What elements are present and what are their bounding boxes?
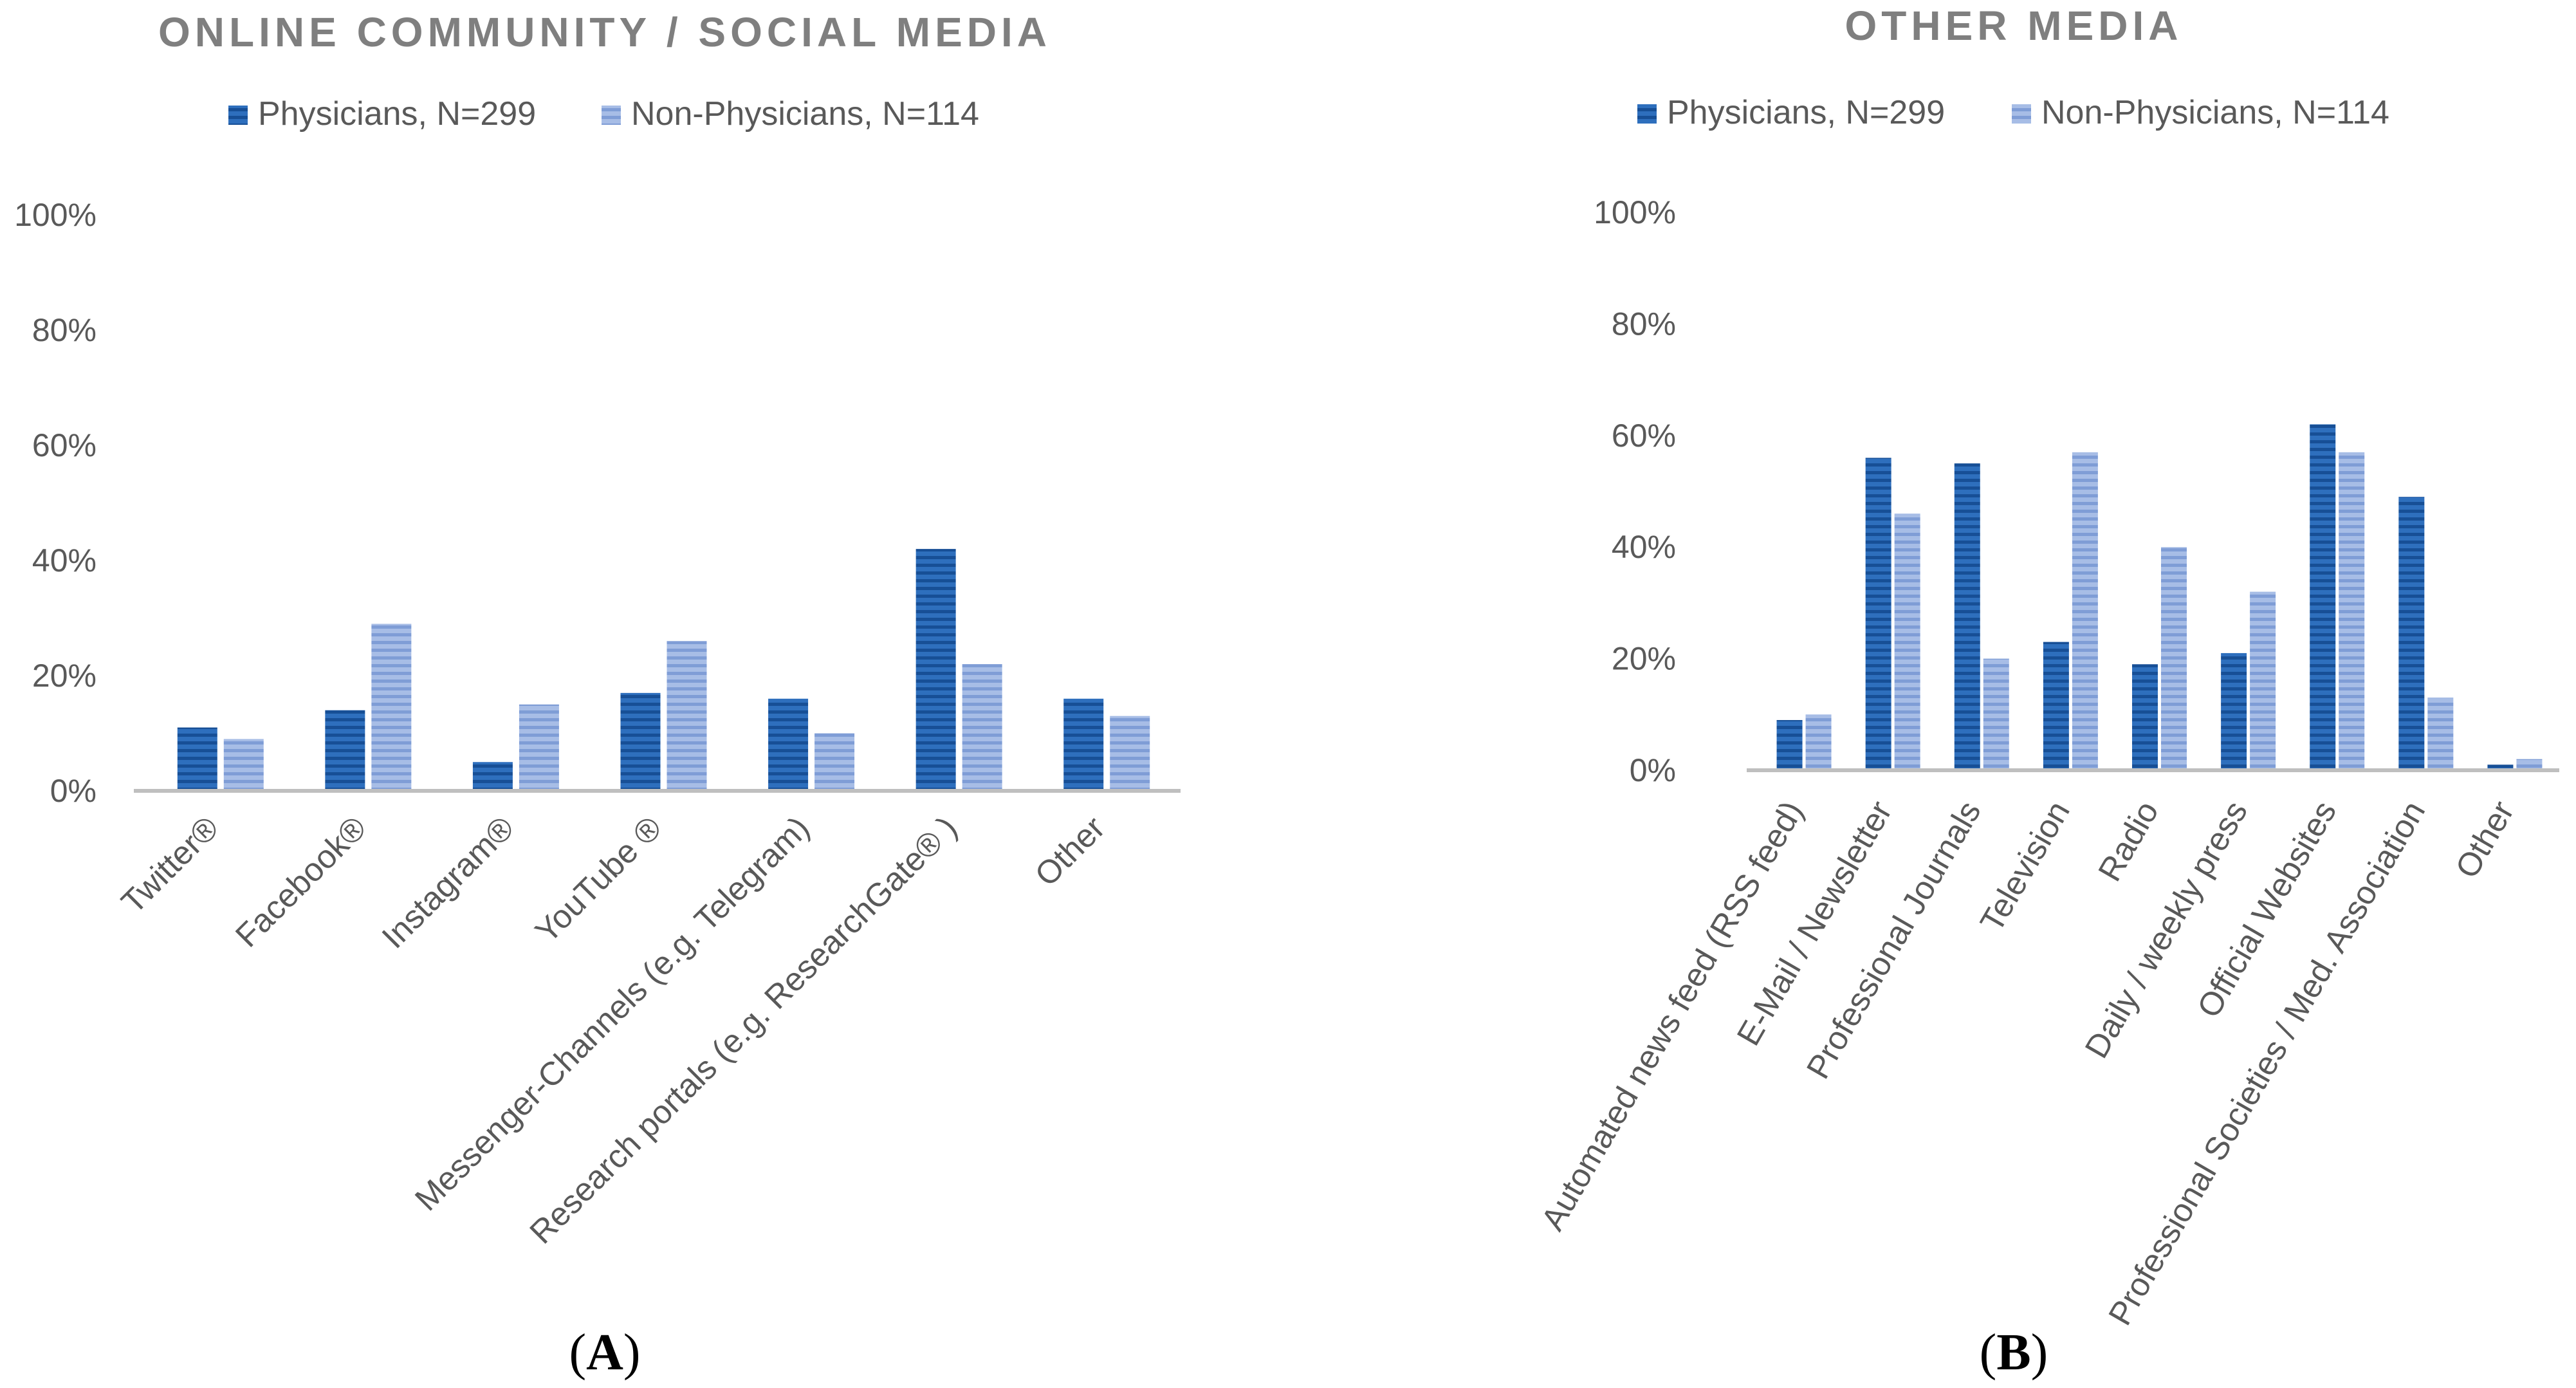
y-tick-label: 40% xyxy=(32,542,97,578)
bar-physicians xyxy=(2310,424,2336,770)
bar-non-physicians xyxy=(2516,759,2543,770)
legend-swatch-physicians xyxy=(1637,104,1657,124)
y-tick-label: 100% xyxy=(1594,194,1676,230)
bar-non-physicians xyxy=(667,641,707,791)
bar-physicians xyxy=(1063,698,1104,791)
x-category-label: Other xyxy=(2448,795,2521,884)
chart-title: OTHER MEDIA xyxy=(1845,3,2183,49)
y-tick-label: 0% xyxy=(50,773,97,809)
bar-non-physicians xyxy=(2250,591,2276,770)
bar-non-physicians xyxy=(1983,658,2009,770)
y-tick-label: 0% xyxy=(1630,752,1676,788)
y-tick-label: 20% xyxy=(1612,641,1676,677)
bar-physicians xyxy=(325,710,365,791)
bar-physicians xyxy=(1776,719,1803,770)
y-tick-label: 100% xyxy=(14,197,97,233)
x-category-label: Daily / weekly press xyxy=(2077,795,2254,1064)
y-tick-label: 80% xyxy=(32,312,97,348)
bar-non-physicians xyxy=(2427,698,2454,770)
x-category-label: YouTube ® xyxy=(528,809,669,950)
bar-physicians xyxy=(2487,764,2514,770)
chart-other-media: OTHER MEDIA Physicians, N=299 Non-Physicia… xyxy=(1534,3,2559,1381)
x-category-label: Facebook® xyxy=(228,809,373,954)
bar-non-physicians xyxy=(2072,452,2098,770)
bar-non-physicians xyxy=(2339,452,2365,770)
bar-physicians xyxy=(620,692,661,791)
bar-non-physicians xyxy=(519,704,559,791)
x-category-label: Professional Journals xyxy=(1799,795,1988,1085)
legend-swatch-non-physicians xyxy=(602,106,621,125)
bar-non-physicians xyxy=(1110,716,1150,791)
chart-title: ONLINE COMMUNITY / SOCIAL MEDIA xyxy=(158,9,1051,55)
y-tick-label: 60% xyxy=(1612,418,1676,454)
bar-non-physicians xyxy=(1894,514,1920,770)
bar-physicians xyxy=(177,727,217,791)
bar-physicians xyxy=(472,762,513,791)
bar-physicians xyxy=(2398,497,2425,770)
legend-swatch-physicians xyxy=(228,106,248,125)
legend-label-non-physicians: Non-Physicians, N=114 xyxy=(631,95,979,133)
bar-physicians xyxy=(1865,458,1891,770)
bar-non-physicians xyxy=(223,739,264,791)
bar-physicians xyxy=(768,698,809,791)
y-tick-label: 20% xyxy=(32,658,97,694)
x-category-label: Radio xyxy=(2091,795,2166,887)
panel-caption: (B) xyxy=(1980,1324,2048,1381)
bar-physicians xyxy=(2043,642,2069,770)
y-tick-label: 60% xyxy=(32,427,97,463)
bar-physicians xyxy=(915,549,956,791)
chart-online-community-social-media: ONLINE COMMUNITY / SOCIAL MEDIA Physician… xyxy=(14,9,1181,1381)
bar-physicians xyxy=(2132,664,2158,770)
y-tick-label: 80% xyxy=(1612,306,1676,342)
x-category-label: Twitter® xyxy=(114,809,225,920)
bar-physicians xyxy=(1954,463,1980,770)
bar-non-physicians xyxy=(371,624,412,791)
x-category-label: Television xyxy=(1973,795,2077,938)
x-category-label: E-Mail / Newsletter xyxy=(1729,795,1899,1051)
panel-caption: (A) xyxy=(569,1324,640,1381)
legend-label-physicians: Physicians, N=299 xyxy=(258,95,536,133)
bar-non-physicians xyxy=(1805,714,1832,770)
bar-non-physicians xyxy=(2161,547,2187,770)
legend-swatch-non-physicians xyxy=(2012,104,2031,124)
bar-non-physicians xyxy=(962,664,1002,791)
x-category-label: Other xyxy=(1027,809,1112,893)
x-category-label: Instagram® xyxy=(374,809,520,955)
legend-label-physicians: Physicians, N=299 xyxy=(1667,94,1945,131)
bar-physicians xyxy=(2221,652,2247,770)
legend-label-non-physicians: Non-Physicians, N=114 xyxy=(2041,94,2389,131)
bar-non-physicians xyxy=(814,733,855,791)
y-tick-label: 40% xyxy=(1612,529,1676,565)
